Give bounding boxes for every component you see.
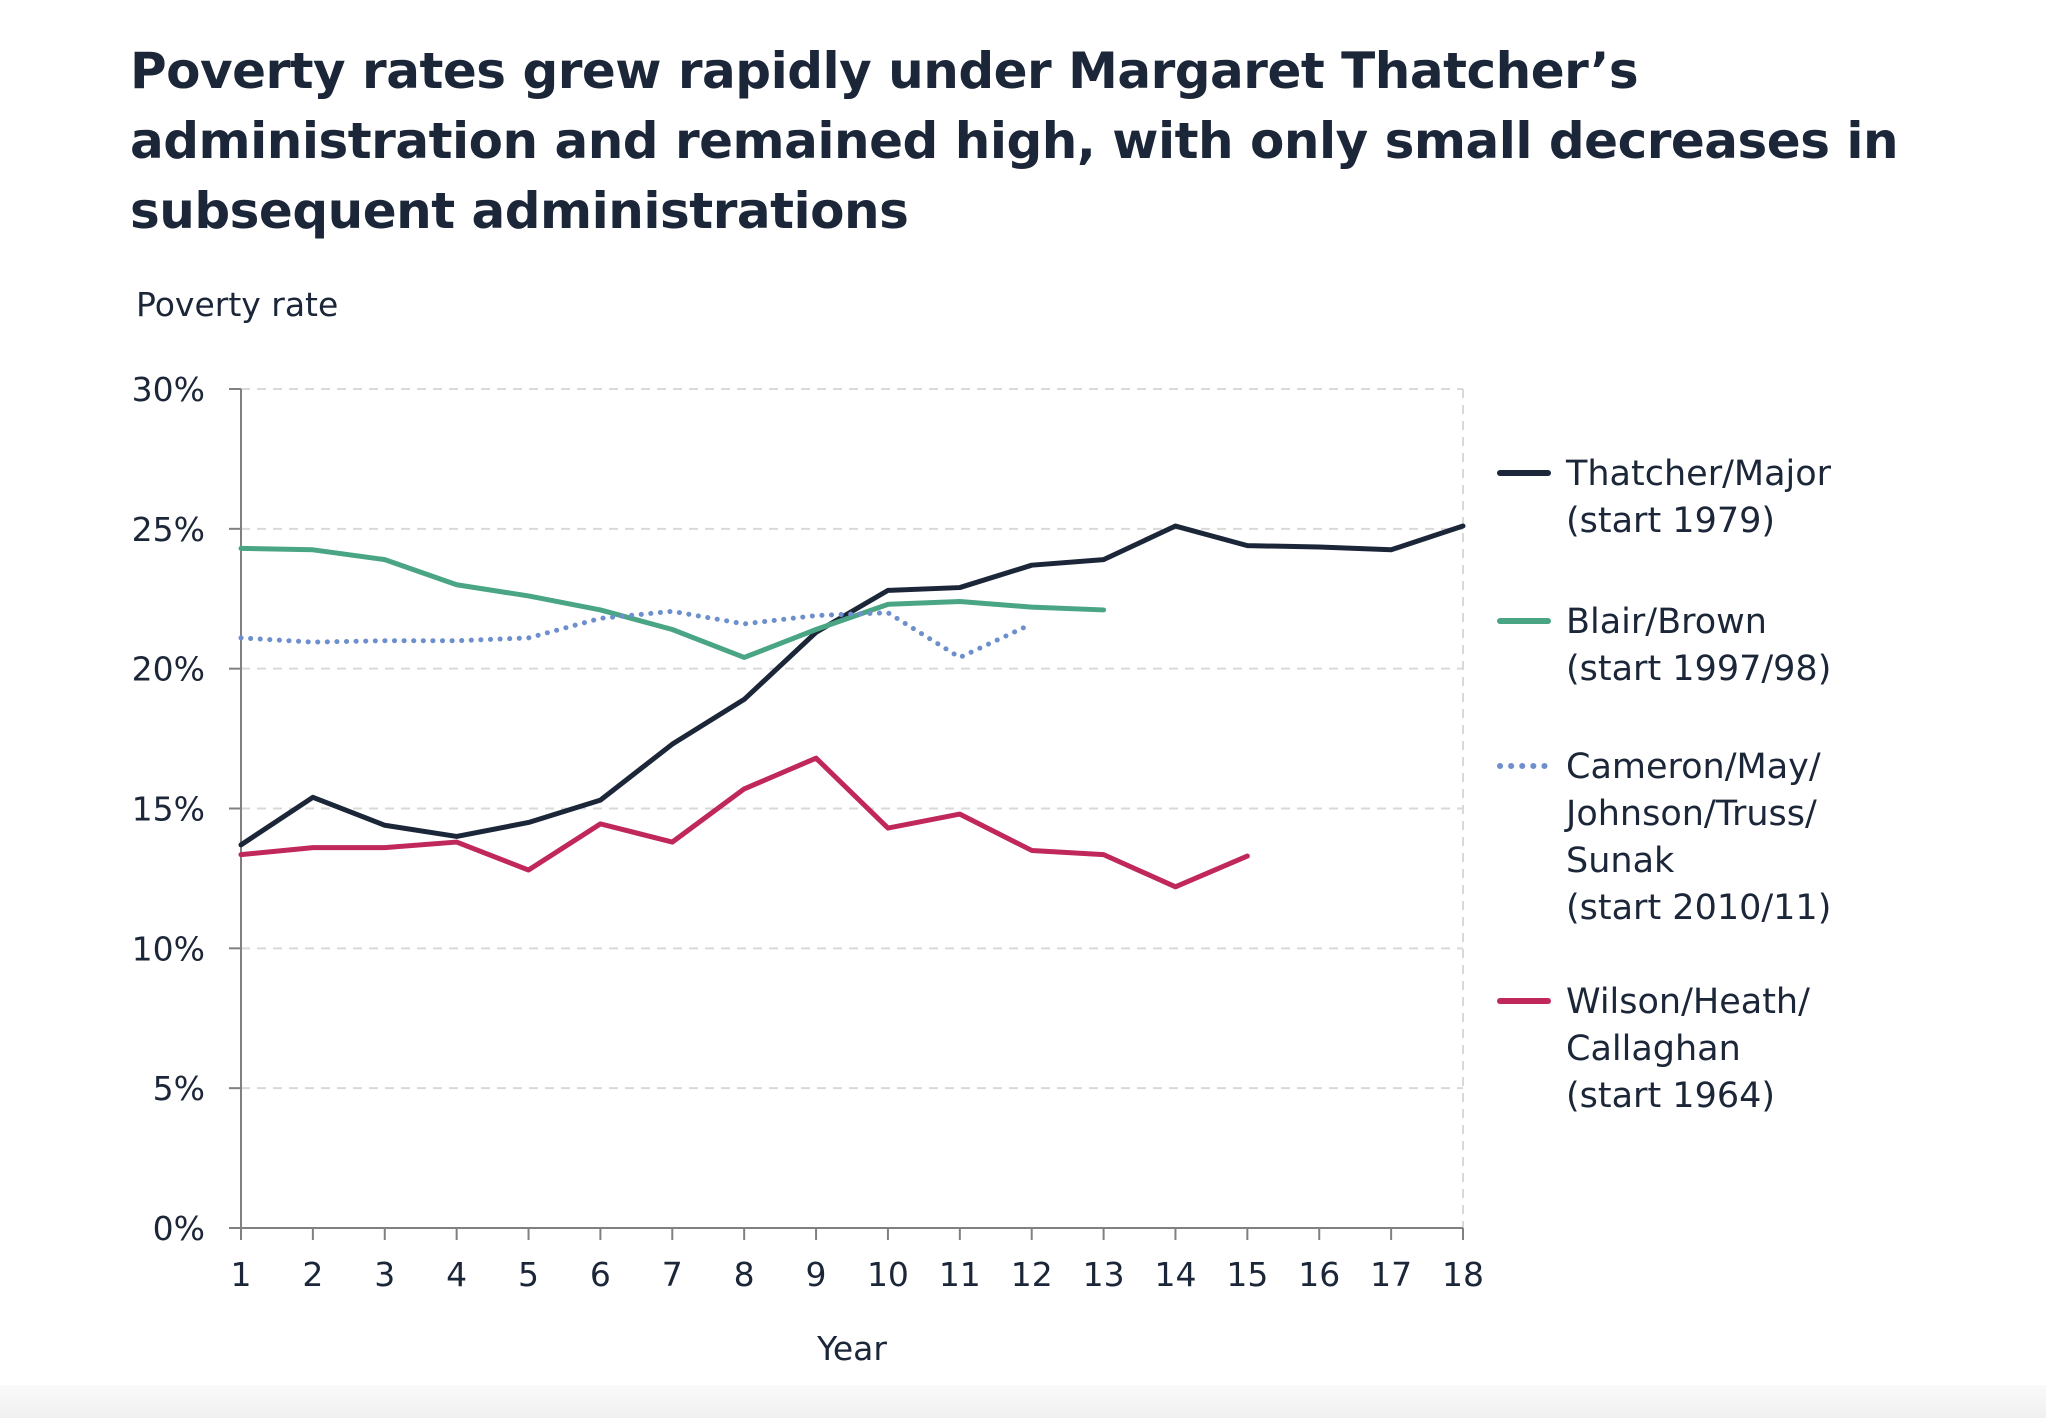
y-tick-label: 5% bbox=[153, 1069, 205, 1108]
y-tick-label: 0% bbox=[153, 1209, 205, 1248]
x-tick-label: 3 bbox=[374, 1255, 395, 1294]
x-tick-label: 14 bbox=[1154, 1255, 1196, 1294]
legend-label: Sunak bbox=[1566, 841, 1675, 881]
x-tick-label: 10 bbox=[867, 1255, 909, 1294]
legend-label: (start 1997/98) bbox=[1566, 649, 1831, 689]
legend-label: Blair/Brown bbox=[1566, 602, 1767, 642]
x-tick-label: 9 bbox=[806, 1255, 827, 1294]
y-tick-label: 25% bbox=[132, 510, 205, 549]
series-lines bbox=[238, 523, 1466, 890]
x-tick-label: 2 bbox=[302, 1255, 323, 1294]
legend-label: Wilson/Heath/ bbox=[1566, 982, 1810, 1022]
series-line-3 bbox=[238, 755, 1250, 890]
legend-label: (start 1979) bbox=[1566, 501, 1775, 541]
y-tick-label: 20% bbox=[132, 650, 205, 689]
series-line-0 bbox=[238, 523, 1466, 848]
chart-title: Poverty rates grew rapidly under Margare… bbox=[130, 42, 1899, 240]
gridlines bbox=[241, 388, 1464, 1228]
x-tick-label: 18 bbox=[1442, 1255, 1484, 1294]
legend: Thatcher/Major (start 1979) Blair/Brown (st… bbox=[1497, 454, 1832, 1116]
legend-label: (start 2010/11) bbox=[1566, 888, 1831, 928]
x-tick-label: 11 bbox=[939, 1255, 981, 1294]
x-tick-label: 8 bbox=[734, 1255, 755, 1294]
x-axis-label: Year bbox=[816, 1329, 887, 1368]
x-tick-label: 4 bbox=[446, 1255, 467, 1294]
y-tick-label: 10% bbox=[132, 929, 205, 968]
axes: 0%5%10%15%20%25%30%1 2 3 4 5 6 7 8 9 10 11 12 13 14 15… bbox=[132, 370, 1484, 1294]
legend-label: Thatcher/Major bbox=[1565, 454, 1832, 494]
legend-label: Cameron/May/ bbox=[1566, 747, 1821, 787]
x-tick-label: 6 bbox=[590, 1255, 611, 1294]
x-tick-label: 17 bbox=[1370, 1255, 1412, 1294]
series-line-1 bbox=[238, 545, 1107, 660]
legend-label: Johnson/Truss/ bbox=[1564, 794, 1817, 834]
x-tick-label: 7 bbox=[662, 1255, 683, 1294]
x-tick-label: 15 bbox=[1226, 1255, 1268, 1294]
legend-label: Callaghan bbox=[1566, 1029, 1741, 1069]
x-tick-label: 1 bbox=[231, 1255, 252, 1294]
series-line-2 bbox=[238, 608, 1035, 660]
y-axis-label: Poverty rate bbox=[136, 285, 338, 324]
x-tick-label: 12 bbox=[1011, 1255, 1053, 1294]
x-tick-label: 5 bbox=[518, 1255, 539, 1294]
page-bottom-band bbox=[0, 1385, 2046, 1418]
y-tick-label: 15% bbox=[132, 790, 205, 829]
x-tick-label: 16 bbox=[1298, 1255, 1340, 1294]
legend-label: (start 1964) bbox=[1566, 1076, 1775, 1116]
x-tick-label: 13 bbox=[1083, 1255, 1125, 1294]
y-tick-label: 30% bbox=[132, 370, 205, 409]
